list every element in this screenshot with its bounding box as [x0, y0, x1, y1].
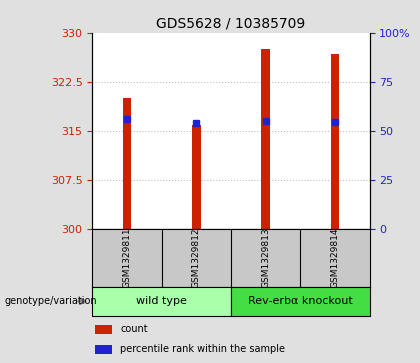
Text: Rev-erbα knockout: Rev-erbα knockout: [248, 296, 353, 306]
Text: GSM1329813: GSM1329813: [261, 227, 270, 288]
Bar: [95, 325, 112, 334]
Bar: [95, 346, 112, 354]
Bar: [92, 287, 231, 316]
Text: wild type: wild type: [136, 296, 187, 306]
Bar: [192, 125, 200, 229]
Bar: [231, 287, 370, 316]
Text: GSM1329811: GSM1329811: [123, 227, 131, 288]
Bar: [262, 49, 270, 229]
Text: genotype/variation: genotype/variation: [4, 296, 97, 306]
Title: GDS5628 / 10385709: GDS5628 / 10385709: [156, 16, 306, 30]
Text: GSM1329814: GSM1329814: [331, 228, 339, 288]
Bar: [331, 54, 339, 229]
Text: count: count: [120, 325, 148, 334]
Text: GSM1329812: GSM1329812: [192, 228, 201, 288]
Text: percentile rank within the sample: percentile rank within the sample: [120, 344, 285, 354]
Bar: [123, 98, 131, 229]
